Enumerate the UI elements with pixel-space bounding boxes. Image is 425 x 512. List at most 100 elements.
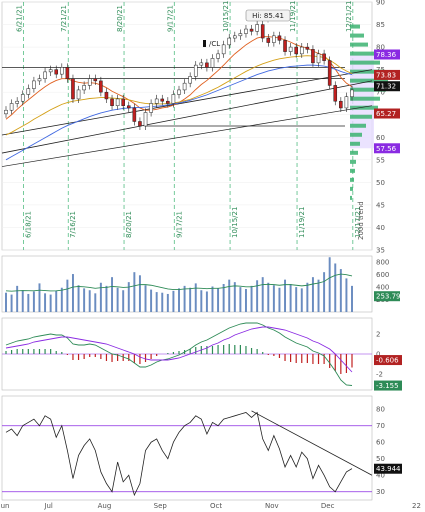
rsi-y-tick-label: 40 xyxy=(376,472,385,480)
volume-panel-frame xyxy=(1,255,373,313)
rsi-y-tick-label: 30 xyxy=(376,488,385,496)
candle-body xyxy=(126,105,131,109)
candle-body xyxy=(288,46,293,52)
volume-profile-bar xyxy=(350,24,360,29)
top-date-label: 9/17/21 xyxy=(166,5,174,32)
volume-bar xyxy=(111,277,114,312)
macd-line xyxy=(5,322,353,386)
volume-profile-bar xyxy=(350,114,372,119)
volume-bar xyxy=(49,294,52,312)
volume-bar xyxy=(233,282,236,312)
candle-body xyxy=(344,96,349,109)
price-y-tick-label: 55 xyxy=(376,156,385,164)
candle-body xyxy=(299,46,304,55)
high-annotation-text: Hi: 85.41 xyxy=(252,12,284,20)
candle-body xyxy=(115,98,120,106)
candle-body xyxy=(4,109,8,115)
candle-body xyxy=(294,46,298,55)
volume-bar xyxy=(127,282,130,312)
price-y-tick-label: 45 xyxy=(376,201,385,209)
candle-body xyxy=(65,67,70,79)
candle-body xyxy=(277,35,282,41)
candle-body xyxy=(311,49,315,64)
candle-body xyxy=(54,69,59,75)
event-date-label: 7/16/21 xyxy=(69,211,77,238)
price-y-tick-label: 35 xyxy=(376,247,385,255)
candle-body xyxy=(143,112,148,127)
volume-bar xyxy=(244,288,247,312)
volume-y-tick-label: 800 xyxy=(376,259,389,267)
candle-body xyxy=(260,24,265,39)
candle-body xyxy=(160,98,165,102)
candle-body xyxy=(121,98,125,106)
candle-body xyxy=(87,78,92,86)
volume-bar xyxy=(205,291,208,312)
volume-bar xyxy=(94,293,97,312)
volume-profile-bar xyxy=(350,51,374,56)
volume-average-line xyxy=(5,273,353,292)
candle-body xyxy=(339,100,343,109)
price-y-tick-label: 90 xyxy=(376,0,385,7)
volume-bar xyxy=(194,283,197,312)
macd-line xyxy=(5,326,353,373)
volume-bar xyxy=(38,283,41,312)
volume-profile-bar xyxy=(350,159,356,164)
candle-body xyxy=(99,80,103,93)
price-tag-box xyxy=(374,49,400,60)
top-date-label: 6/21/21 xyxy=(16,5,24,32)
macd-y-tick-label: -2 xyxy=(376,371,383,379)
volume-profile-bar xyxy=(350,42,368,47)
candle-body xyxy=(238,33,243,37)
volume-bar xyxy=(200,290,203,312)
volume-bar xyxy=(133,272,136,312)
rsi-line xyxy=(5,411,353,497)
candle-body xyxy=(327,60,332,86)
volume-bar xyxy=(144,285,147,312)
x-tick-label: Nov xyxy=(265,502,279,510)
price-tag-label: 78.36 xyxy=(376,51,397,59)
volume-bar xyxy=(21,290,24,312)
candle-body xyxy=(138,121,142,127)
macd-tag-box xyxy=(374,380,402,391)
macd-tag-label: -0.606 xyxy=(376,357,399,365)
price-y-tick-label: 40 xyxy=(376,224,385,232)
x-tick-label: Oct xyxy=(210,502,222,510)
x-tick-label: 22 xyxy=(412,502,421,510)
candle-body xyxy=(193,64,198,77)
candle-body xyxy=(233,35,237,39)
top-date-label: 10/15/21 xyxy=(222,1,230,32)
rsi-trendline xyxy=(251,410,373,476)
volume-bar xyxy=(138,275,141,312)
rsi-y-tick-label: 60 xyxy=(376,439,385,447)
volume-profile-bar xyxy=(350,132,362,137)
candle-body xyxy=(283,40,287,52)
volume-tag-box xyxy=(374,291,400,302)
volume-profile-bar xyxy=(350,105,378,110)
macd-tag-box xyxy=(374,355,402,366)
x-tick-label: Aug xyxy=(98,502,112,510)
moving-average-line xyxy=(5,55,353,136)
candle-body xyxy=(210,58,215,68)
candle-body xyxy=(266,37,271,43)
volume-bar xyxy=(334,263,337,312)
rsi-y-tick-label: 50 xyxy=(376,455,385,463)
volume-bar xyxy=(44,293,47,312)
candle-body xyxy=(227,37,232,46)
volume-y-tick-label: 600 xyxy=(376,271,389,279)
candle-body xyxy=(199,62,204,66)
volume-bar xyxy=(116,287,119,312)
price-y-tick-label: 60 xyxy=(376,134,385,142)
volume-bar xyxy=(5,292,7,312)
trendline xyxy=(1,80,373,154)
price-tag-box xyxy=(374,143,400,154)
x-tick-label: Jul xyxy=(43,502,53,510)
volume-bar xyxy=(228,279,231,312)
macd-tag-label: -3.155 xyxy=(376,382,399,390)
candle-body xyxy=(71,78,75,100)
candle-body xyxy=(272,35,276,43)
top-date-label: 7/21/21 xyxy=(60,5,68,32)
event-date-label: 8/20/21 xyxy=(125,211,133,238)
candle-body xyxy=(255,24,259,32)
candle-body xyxy=(110,98,114,106)
price-tag-label: 57.56 xyxy=(376,145,397,153)
